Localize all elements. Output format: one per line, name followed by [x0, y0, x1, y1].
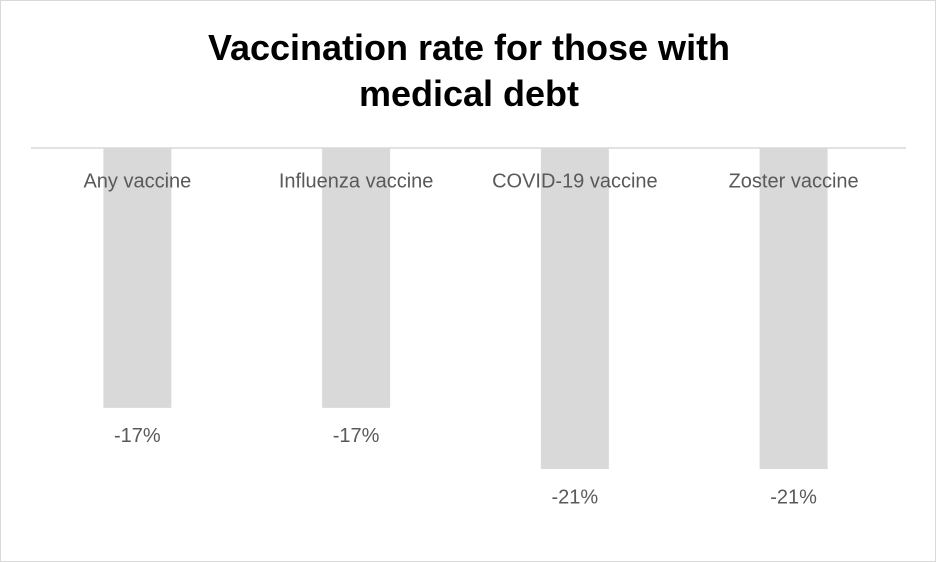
category-label: Influenza vaccine	[279, 170, 434, 192]
value-label: -17%	[333, 425, 380, 447]
value-label: -17%	[114, 425, 161, 447]
value-label: -21%	[770, 486, 817, 508]
bar	[759, 148, 828, 469]
category-label: COVID-19 vaccine	[492, 170, 658, 192]
category-label: Any vaccine	[83, 170, 191, 192]
bar	[322, 148, 391, 408]
category-label: Zoster vaccine	[729, 170, 859, 192]
chart-title: Vaccination rate for those with medical …	[207, 27, 731, 114]
bar	[103, 148, 172, 408]
value-label: -21%	[552, 486, 599, 508]
bar	[540, 148, 609, 469]
